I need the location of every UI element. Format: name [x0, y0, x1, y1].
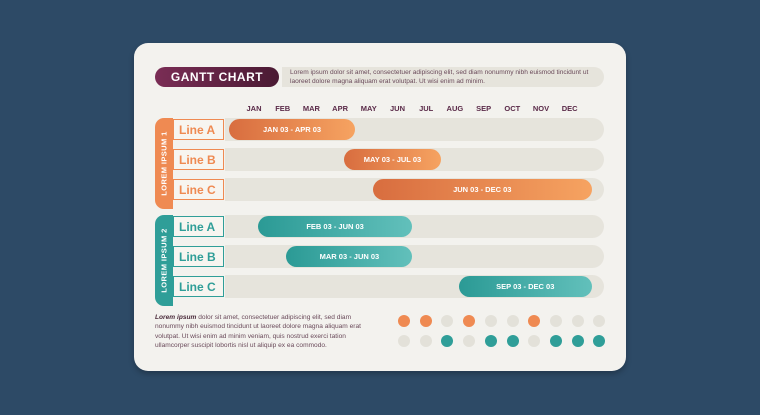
legend-dot	[593, 335, 606, 347]
legend-dot	[593, 315, 606, 327]
month-label-sep: SEP	[476, 104, 492, 113]
month-label-nov: NOV	[532, 104, 550, 113]
gantt-card	[134, 43, 626, 371]
legend-dot	[506, 315, 519, 327]
legend-dot	[398, 315, 410, 327]
row-label: Line A	[173, 216, 224, 237]
gantt-bar[interactable]: JAN 03 - APR 03	[229, 119, 356, 140]
row-label: Line A	[173, 119, 224, 140]
title-description: Lorem ipsum dolor sit amet, consectetuer…	[290, 69, 589, 85]
month-label-jun: JUN	[389, 104, 405, 113]
title-description-bar	[282, 67, 604, 87]
gantt-bar[interactable]: MAR 03 - JUN 03	[286, 246, 413, 267]
gantt-title: GANTT CHART	[155, 67, 279, 87]
row-label: Line C	[173, 276, 224, 297]
group-label-2: LOREM IPSUM 2	[155, 215, 173, 306]
legend-dot	[549, 315, 562, 327]
legend-dot	[571, 335, 584, 347]
legend-dot	[398, 335, 410, 347]
row-label: Line B	[173, 246, 224, 267]
legend-dot	[549, 335, 562, 347]
legend-dot	[484, 315, 497, 327]
month-label-may: MAY	[360, 104, 377, 113]
footer-lead: Lorem ipsum	[155, 314, 197, 321]
legend-dot	[528, 335, 541, 347]
month-label-jul: JUL	[419, 104, 434, 113]
legend-dot	[463, 315, 476, 327]
group-label-text: LOREM IPSUM 2	[159, 228, 169, 293]
month-label-oct: OCT	[504, 104, 521, 113]
legend-dot	[571, 315, 584, 327]
gantt-bar[interactable]: JUN 03 - DEC 03	[372, 179, 592, 200]
legend-dot	[463, 335, 476, 347]
gantt-bar[interactable]: FEB 03 - JUN 03	[257, 216, 413, 237]
month-label-mar: MAR	[302, 104, 320, 113]
footer-body: dolor sit amet, consectetuer adipiscing …	[155, 314, 361, 349]
row-label: Line C	[173, 179, 224, 200]
month-label-dec: DEC	[561, 104, 578, 113]
legend-dot	[506, 335, 519, 347]
gantt-bar[interactable]: MAY 03 - JUL 03	[343, 149, 442, 170]
row-track	[225, 245, 604, 268]
legend-dot	[419, 315, 432, 327]
group-label-1: LOREM IPSUM 1	[155, 118, 173, 209]
month-label-aug: AUG	[446, 104, 464, 113]
month-label-feb: FEB	[275, 104, 291, 113]
row-label: Line B	[173, 149, 224, 170]
legend-dot	[441, 315, 454, 327]
legend-dot	[419, 335, 432, 347]
gantt-bar[interactable]: SEP 03 - DEC 03	[458, 276, 592, 297]
legend-dot	[441, 335, 454, 347]
footer-text: Lorem ipsum dolor sit amet, consectetuer…	[155, 313, 370, 350]
legend-dot	[484, 335, 497, 347]
group-label-text: LOREM IPSUM 1	[159, 131, 169, 196]
month-label-jan: JAN	[246, 104, 262, 113]
month-label-apr: APR	[332, 104, 349, 113]
legend-dot	[528, 315, 541, 327]
